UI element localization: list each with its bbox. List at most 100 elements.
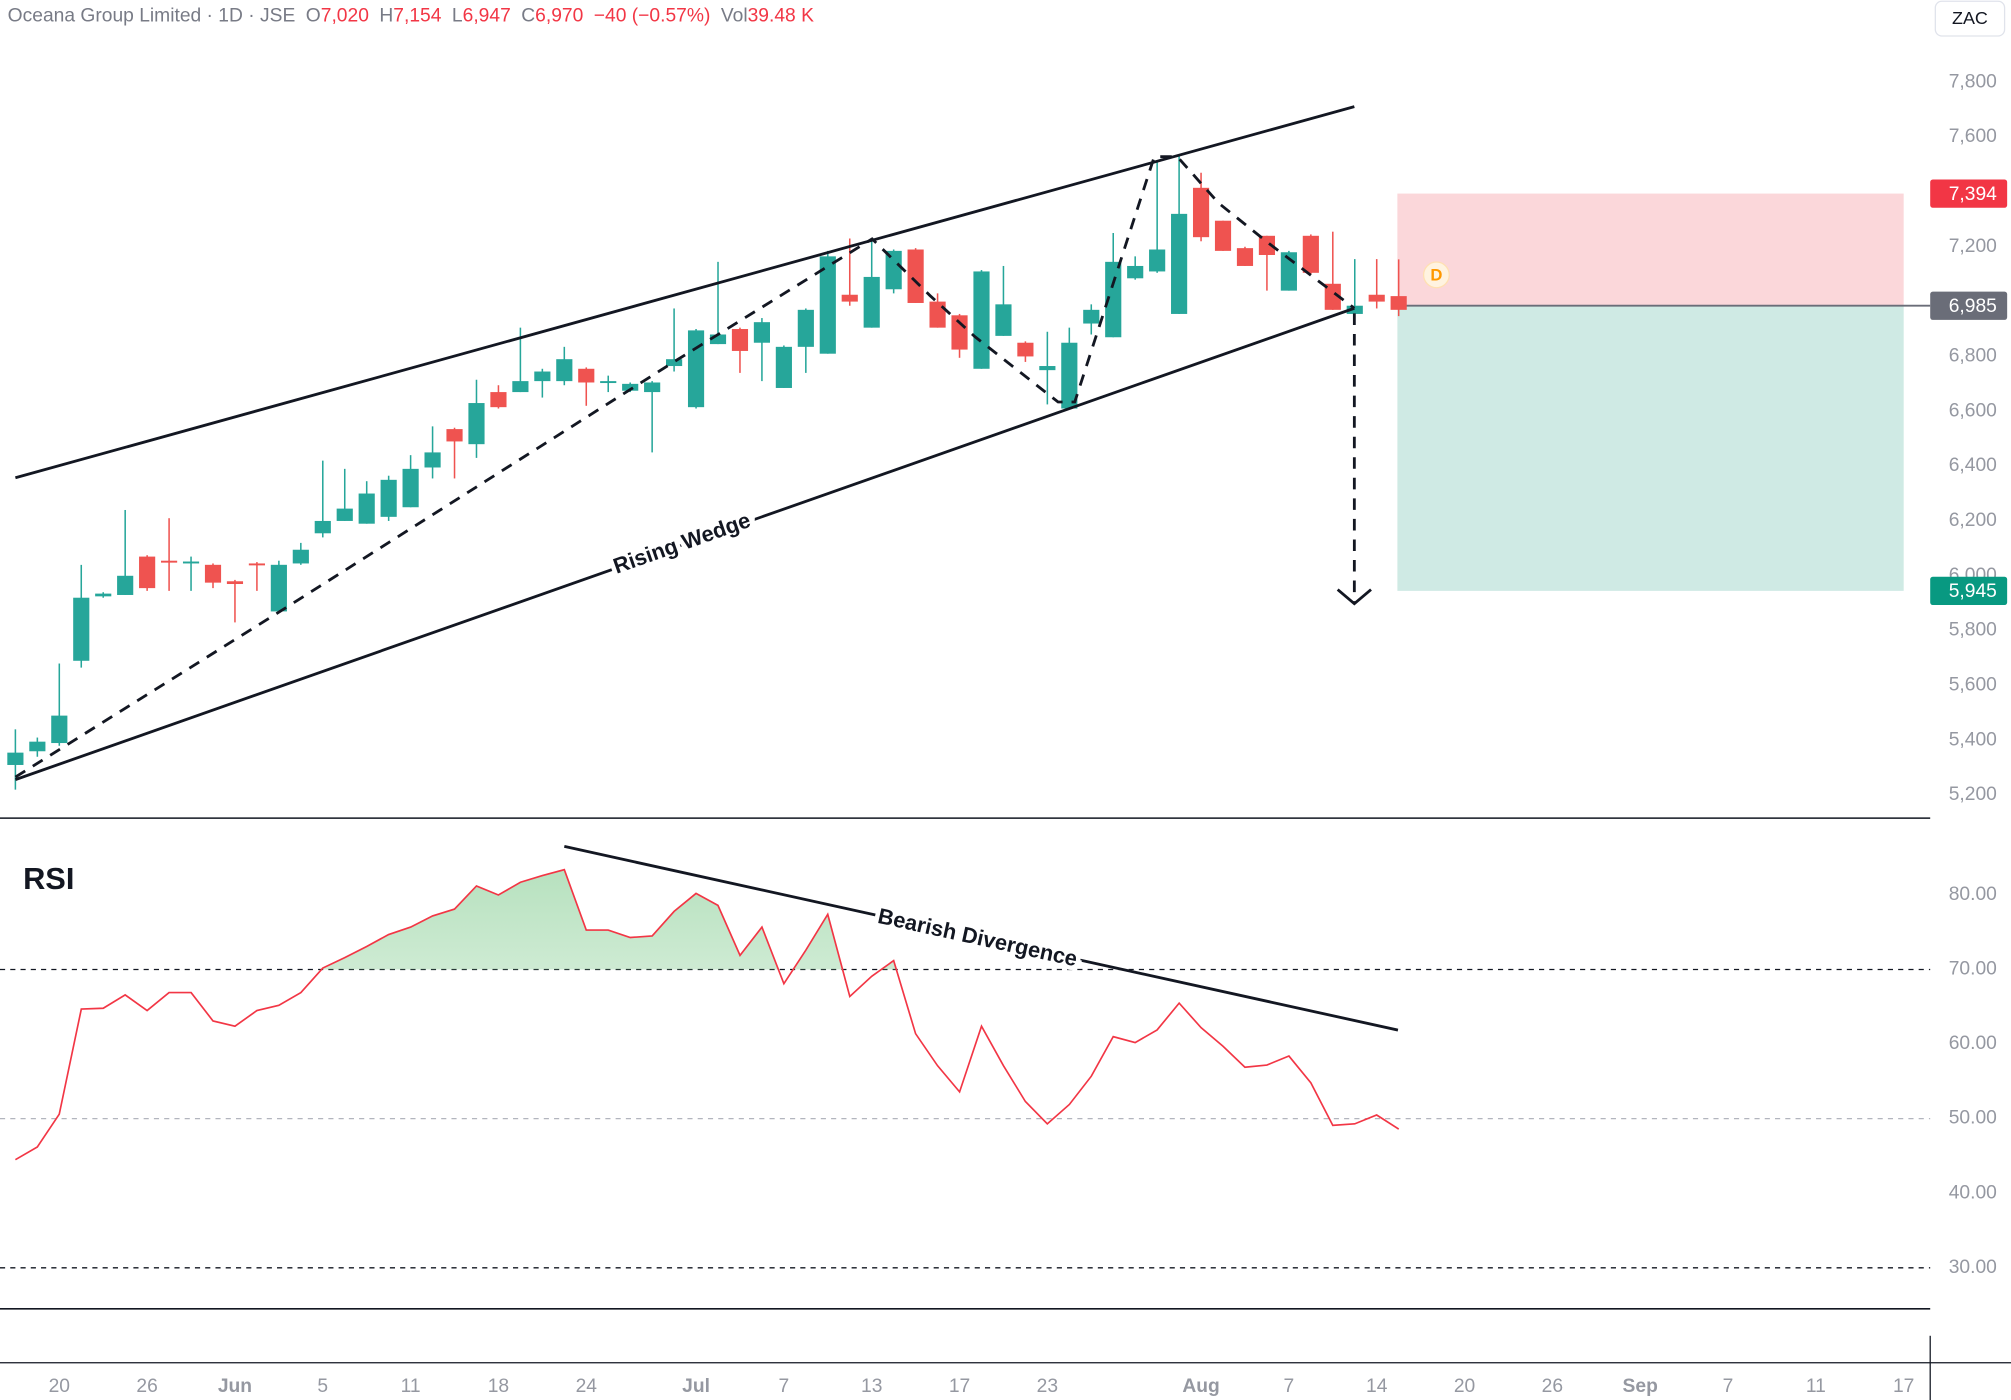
candle-body [1105, 261, 1122, 338]
divergence-line [564, 845, 1399, 1032]
candle-body [1302, 235, 1319, 273]
y-tick-label: 7,600 [1949, 126, 1997, 147]
price-badge-label: 5,945 [1949, 581, 1997, 602]
candle-body [1390, 296, 1407, 310]
rsi-tick-label: 80.00 [1949, 884, 1997, 905]
x-tick-label: Jul [682, 1376, 710, 1397]
annotation-label: Rising Wedge [610, 507, 754, 578]
currency-button[interactable] [1934, 0, 2006, 37]
candle-body [1149, 249, 1166, 272]
candle-body [402, 468, 419, 508]
candle-body [117, 575, 134, 595]
candle-body [709, 334, 727, 345]
price-badge-label: 6,985 [1949, 296, 1997, 317]
ohlc-key: H [379, 6, 393, 27]
candle-body [1236, 248, 1254, 266]
target-zone [1397, 305, 1904, 591]
candle-body [73, 597, 90, 661]
rsi-overbought-fill [15, 869, 1399, 970]
x-tick-label: 17 [1893, 1376, 1914, 1397]
rsi-tick-label: 60.00 [1949, 1033, 1997, 1054]
ohlc-value: 7,020 [321, 6, 369, 27]
candle-body [204, 564, 222, 583]
candle-body [929, 301, 946, 328]
price-badge [1930, 576, 2008, 605]
ohlc-value: 6,970 [535, 6, 583, 27]
candle-body [358, 493, 375, 524]
x-tick-label: 7 [1284, 1376, 1295, 1397]
x-tick-label: Jun [218, 1376, 252, 1397]
candle-body [182, 561, 200, 564]
x-tick-label: 18 [488, 1376, 509, 1397]
x-tick-label: 14 [1366, 1376, 1388, 1397]
candle-body [29, 741, 46, 752]
x-tick-label: 20 [49, 1376, 70, 1397]
x-tick-label: 26 [1542, 1376, 1563, 1397]
candle-body [139, 556, 156, 589]
volume-key: Vol [721, 6, 748, 27]
rsi-tick-label: 30.00 [1949, 1257, 1997, 1278]
x-tick-label: 23 [1037, 1376, 1058, 1397]
price-badge [1930, 291, 2008, 320]
candle-body [687, 330, 705, 408]
x-tick-label: 11 [1806, 1376, 1826, 1397]
candle-body [644, 382, 661, 393]
x-tick-label: 26 [136, 1376, 157, 1397]
ohlc-key: C [521, 6, 535, 27]
candle-body [841, 294, 858, 302]
x-tick-label: 7 [779, 1376, 790, 1397]
candle-body [797, 309, 814, 347]
candle-body [1061, 342, 1078, 409]
candle-body [600, 381, 617, 384]
candle-body [226, 581, 244, 585]
wedge-lower-line [14, 306, 1355, 781]
candle-body [1083, 309, 1100, 324]
currency-label[interactable]: ZAC [1952, 8, 1988, 28]
x-tick-label: 20 [1454, 1376, 1475, 1397]
price-badge [1930, 179, 2008, 208]
candle-body [819, 256, 836, 354]
y-tick-label: 5,600 [1949, 675, 1997, 696]
candle-body [7, 752, 24, 765]
candle-body [1258, 235, 1276, 255]
y-tick-label: 7,200 [1949, 236, 1997, 257]
candle-body [1324, 283, 1341, 310]
projection-arrowhead [1336, 588, 1372, 606]
x-tick-label: 11 [401, 1376, 421, 1397]
axes: 5,2005,4005,6005,8006,0006,2006,4006,600… [49, 71, 2008, 1397]
candle-body [1039, 366, 1056, 371]
candle-body [1127, 265, 1144, 279]
candle-body [468, 403, 485, 445]
event-marker-label[interactable]: D [1430, 266, 1442, 285]
candle-body [1017, 342, 1034, 357]
candle-body [556, 359, 573, 382]
candle-body [314, 520, 331, 534]
candle-body [336, 508, 353, 521]
candle-body [885, 250, 902, 290]
candle-body [490, 392, 507, 408]
candle-body [731, 329, 749, 351]
ohlc-key: O [306, 6, 321, 27]
candle-body [446, 429, 463, 442]
y-tick-label: 6,800 [1949, 346, 1997, 367]
candle-body [380, 479, 397, 517]
rsi-tick-label: 50.00 [1949, 1108, 1997, 1129]
candle-body [534, 371, 551, 382]
event-marker[interactable] [1422, 261, 1450, 289]
x-tick-label: 17 [949, 1376, 970, 1397]
candle-body [292, 549, 309, 564]
change: −40 (−0.57%) [594, 6, 711, 27]
rsi-tick-label: 70.00 [1949, 959, 1997, 980]
x-tick-label: Aug [1182, 1376, 1219, 1397]
plot-area [0, 154, 1931, 1269]
wedge-upper-line [15, 105, 1355, 480]
x-tick-label: 5 [317, 1376, 328, 1397]
wave-path [14, 155, 1356, 779]
candle-body [775, 346, 792, 388]
x-tick-label: 24 [576, 1376, 598, 1397]
x-tick-label: 7 [1723, 1376, 1734, 1397]
candle-body [424, 452, 441, 468]
y-tick-label: 7,800 [1949, 71, 1997, 92]
